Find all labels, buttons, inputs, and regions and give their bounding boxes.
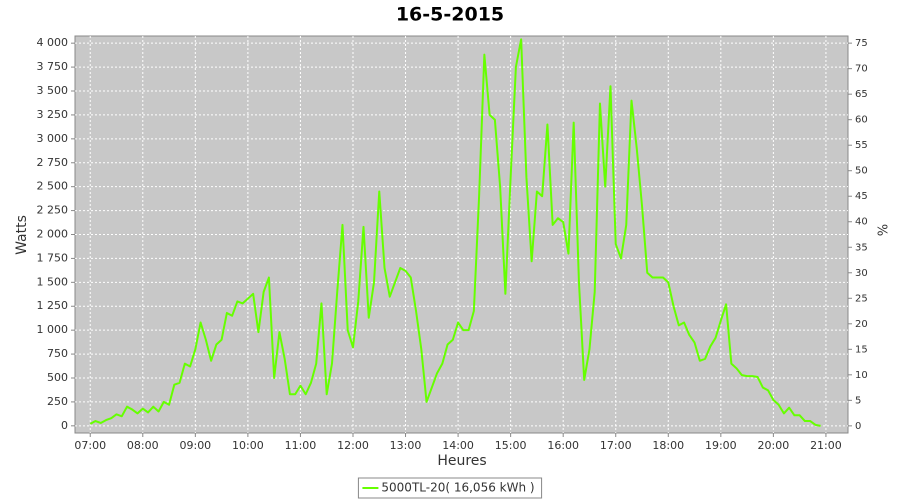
x-tick-label: 18:00 bbox=[652, 439, 684, 452]
x-tick-label: 16:00 bbox=[547, 439, 579, 452]
y2-tick-label: 10 bbox=[855, 370, 868, 381]
y-tick-label: 3 750 bbox=[37, 60, 69, 73]
y-tick-label: 4 000 bbox=[37, 36, 69, 49]
x-tick-label: 12:00 bbox=[337, 439, 369, 452]
y-tick-label: 1 000 bbox=[37, 323, 69, 336]
y-tick-label: 0 bbox=[61, 419, 68, 432]
y-tick-label: 1 250 bbox=[37, 299, 69, 312]
x-tick-label: 13:00 bbox=[390, 439, 422, 452]
x-tick-label: 21:00 bbox=[810, 439, 842, 452]
x-tick-label: 08:00 bbox=[127, 439, 159, 452]
y2-tick-label: 15 bbox=[855, 344, 868, 355]
y-tick-label: 3 250 bbox=[37, 108, 69, 121]
chart-title: 16-5-2015 bbox=[396, 4, 504, 26]
y2-tick-label: 5 bbox=[855, 395, 861, 406]
x-tick-label: 15:00 bbox=[495, 439, 527, 452]
y2-tick-label: 40 bbox=[855, 217, 868, 228]
x-tick-label: 09:00 bbox=[179, 439, 211, 452]
y-tick-label: 2 500 bbox=[37, 180, 69, 193]
y-tick-label: 3 500 bbox=[37, 84, 69, 97]
x-tick-label: 11:00 bbox=[285, 439, 317, 452]
y2-axis-label: % bbox=[874, 224, 889, 236]
y2-tick-label: 60 bbox=[855, 115, 868, 126]
x-axis-label: Heures bbox=[437, 453, 486, 469]
y2-tick-label: 20 bbox=[855, 319, 868, 330]
y2-tick-label: 0 bbox=[855, 421, 861, 432]
y-axis-label: Watts bbox=[14, 215, 30, 255]
y2-tick-label: 75 bbox=[855, 38, 868, 49]
x-tick-label: 10:00 bbox=[232, 439, 264, 452]
y-tick-label: 750 bbox=[47, 347, 68, 360]
legend-label: 5000TL-20( 16,056 kWh ) bbox=[381, 481, 534, 495]
y-tick-label: 2 250 bbox=[37, 204, 69, 217]
y-tick-label: 250 bbox=[47, 395, 68, 408]
x-tick-label: 14:00 bbox=[442, 439, 474, 452]
x-tick-label: 17:00 bbox=[600, 439, 632, 452]
y2-tick-label: 65 bbox=[855, 89, 868, 100]
y2-tick-label: 25 bbox=[855, 293, 868, 304]
y-tick-label: 2 000 bbox=[37, 228, 69, 241]
y2-tick-label: 50 bbox=[855, 166, 868, 177]
y2-tick-label: 30 bbox=[855, 268, 868, 279]
y-tick-label: 1 750 bbox=[37, 251, 69, 264]
line-series bbox=[89, 38, 821, 427]
y2-tick-label: 55 bbox=[855, 140, 868, 151]
legend-box bbox=[357, 477, 543, 499]
y-tick-label: 1 500 bbox=[37, 275, 69, 288]
y2-tick-label: 45 bbox=[855, 191, 868, 202]
x-tick-label: 19:00 bbox=[705, 439, 737, 452]
y-tick-label: 3 000 bbox=[37, 132, 69, 145]
legend: 5000TL-20( 16,056 kWh ) bbox=[357, 477, 543, 499]
y-tick-label: 500 bbox=[47, 371, 68, 384]
y2-tick-label: 70 bbox=[855, 64, 868, 75]
y-tick-label: 2 750 bbox=[37, 156, 69, 169]
x-tick-label: 20:00 bbox=[758, 439, 790, 452]
y2-tick-label: 35 bbox=[855, 242, 868, 253]
x-tick-label: 07:00 bbox=[74, 439, 106, 452]
